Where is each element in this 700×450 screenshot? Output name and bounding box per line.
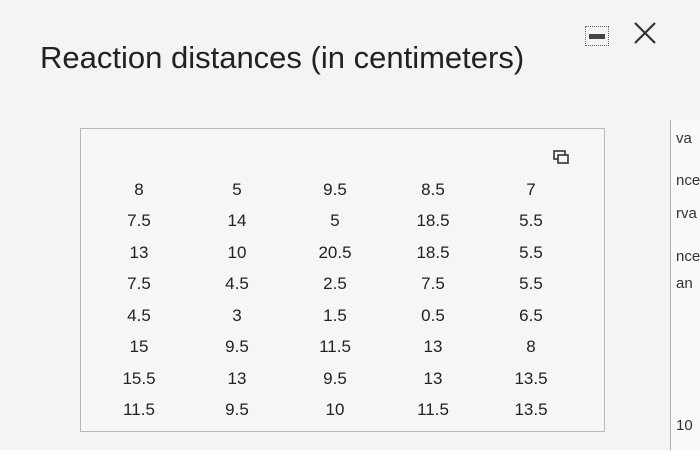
table-cell: 7 [526, 179, 536, 199]
table-row: 4.5 3 1.5 0.5 6.5 [90, 300, 580, 332]
table-cell: 9.5 [225, 337, 249, 357]
table-cell: 9.5 [323, 179, 347, 199]
table-cell: 4.5 [225, 274, 249, 294]
background-text: 10 [676, 417, 693, 434]
table-cell: 9.5 [323, 368, 347, 388]
table-cell: 13 [423, 337, 443, 357]
table-cell: 2.5 [323, 274, 347, 294]
table-cell: 0.5 [421, 305, 445, 325]
table-row: 13 10 20.5 18.5 5.5 [90, 237, 580, 269]
table-cell: 11.5 [417, 400, 449, 420]
table-cell: 7.5 [127, 274, 151, 294]
table-cell: 18.5 [416, 242, 450, 262]
table-cell: 15.5 [122, 368, 156, 388]
table-row: 7.5 4.5 2.5 7.5 5.5 [90, 269, 580, 301]
table-cell: 6.5 [519, 305, 543, 325]
table-cell: 18.5 [416, 211, 450, 231]
table-row: 7.5 14 5 18.5 5.5 [90, 206, 580, 238]
background-text: nce [676, 172, 700, 189]
data-table: 8 5 9.5 8.5 7 7.5 14 5 18.5 5.5 13 10 20.5 18.5 5.5 7.5… [90, 174, 580, 426]
table-row: 11.5 9.5 10 11.5 13.5 [90, 395, 580, 427]
background-window [670, 120, 700, 450]
table-cell: 13 [423, 368, 443, 388]
table-cell: 8.5 [421, 179, 445, 199]
table-cell: 13 [227, 368, 247, 388]
table-cell: 5 [232, 179, 242, 199]
table-cell: 13.5 [514, 400, 548, 420]
table-cell: 13.5 [514, 368, 548, 388]
table-row: 8 5 9.5 8.5 7 [90, 174, 580, 206]
page: Reaction distances (in centimeters) 8 5 9.… [40, 18, 700, 450]
table-cell: 3 [232, 305, 242, 325]
table-cell: 13 [129, 242, 149, 262]
table-cell: 11.5 [123, 400, 155, 420]
table-row: 15.5 13 9.5 13 13.5 [90, 363, 580, 395]
minimize-button[interactable] [585, 26, 609, 46]
table-cell: 10 [325, 400, 345, 420]
background-text: nce [676, 248, 700, 265]
window-title: Reaction distances (in centimeters) [40, 40, 525, 75]
table-cell: 5.5 [519, 242, 543, 262]
table-cell: 10 [227, 242, 247, 262]
table-cell: 8 [526, 337, 536, 357]
background-text: va [676, 130, 692, 147]
table-cell: 7.5 [421, 274, 445, 294]
table-row: 15 9.5 11.5 13 8 [90, 332, 580, 364]
table-cell: 15 [129, 337, 149, 357]
table-cell: 7.5 [127, 211, 151, 231]
table-cell: 5.5 [519, 274, 543, 294]
table-cell: 8 [134, 179, 144, 199]
table-cell: 20.5 [318, 242, 352, 262]
table-cell: 5 [330, 211, 340, 231]
table-cell: 9.5 [225, 400, 249, 420]
table-cell: 11.5 [319, 337, 351, 357]
background-text: an [676, 275, 693, 292]
table-cell: 14 [227, 211, 247, 231]
table-cell: 5.5 [519, 211, 543, 231]
table-cell: 1.5 [323, 305, 347, 325]
table-cell: 4.5 [127, 305, 151, 325]
background-text: rva [676, 205, 697, 222]
close-button[interactable] [630, 18, 660, 48]
copy-icon[interactable] [552, 148, 570, 166]
data-panel [80, 128, 605, 432]
